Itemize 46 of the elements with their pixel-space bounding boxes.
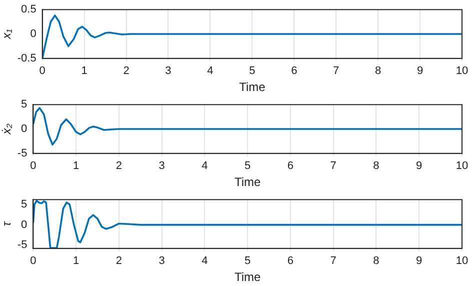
x-tick-label: 9	[416, 255, 422, 268]
x-tick-label: 1	[73, 255, 80, 268]
x-tick-label: 1	[81, 65, 88, 78]
x-tick-label: 3	[158, 160, 165, 172]
x-tick-label: 2	[116, 255, 122, 268]
x-tick-label: 10	[456, 160, 468, 172]
x-axis-title: Time	[239, 80, 266, 94]
x-axis-title: Time	[234, 270, 262, 284]
y-tick-label: 0	[30, 28, 36, 40]
x-tick-label: 4	[202, 255, 208, 268]
x-tick-label: 7	[330, 255, 336, 268]
x-tick-label: 5	[249, 65, 256, 78]
y-tick-label: 0	[21, 218, 28, 231]
x-tick-label: 7	[333, 65, 340, 78]
x-tick-label: 4	[207, 65, 214, 78]
x-tick-label: 3	[165, 65, 172, 78]
x-tick-label: 4	[202, 160, 208, 172]
y-tick-label: 5	[21, 98, 28, 111]
x-tick-label: 5	[244, 160, 251, 172]
x-tick-label: 9	[416, 160, 422, 172]
x-tick-label: 3	[158, 255, 165, 268]
x-tick-label: 1	[73, 160, 80, 172]
x-tick-label: 2	[123, 65, 130, 78]
x-tick-label: 8	[375, 65, 382, 78]
x-tick-label: 7	[330, 160, 336, 172]
x-tick-label: 8	[373, 160, 380, 172]
y-axis-title: τ	[0, 220, 14, 226]
x-tick-label: 8	[373, 255, 380, 268]
x-tick-label: 2	[116, 160, 122, 172]
x-tick-label: 5	[244, 255, 251, 268]
y-tick-label: 5	[21, 198, 28, 211]
x-tick-label: 6	[287, 160, 294, 172]
x-tick-label: 10	[456, 65, 468, 78]
y-axis-title: x₁	[0, 28, 14, 40]
y-tick-label: 0.5	[21, 4, 36, 16]
x-tick-label: 9	[416, 65, 424, 78]
x-tick-label: 6	[287, 255, 294, 268]
x-tick-label: 10	[456, 255, 468, 268]
x-axis-title: Time	[234, 175, 262, 190]
x-tick-label: 6	[291, 65, 298, 78]
y-axis-title: ẋ₂	[0, 123, 14, 136]
y-tick-label: -5	[17, 239, 28, 252]
x-tick-label: 0	[39, 65, 46, 78]
y-tick-label: -5	[17, 147, 28, 160]
y-tick-label: 0	[21, 123, 28, 136]
y-tick-label: -0.5	[17, 52, 36, 64]
